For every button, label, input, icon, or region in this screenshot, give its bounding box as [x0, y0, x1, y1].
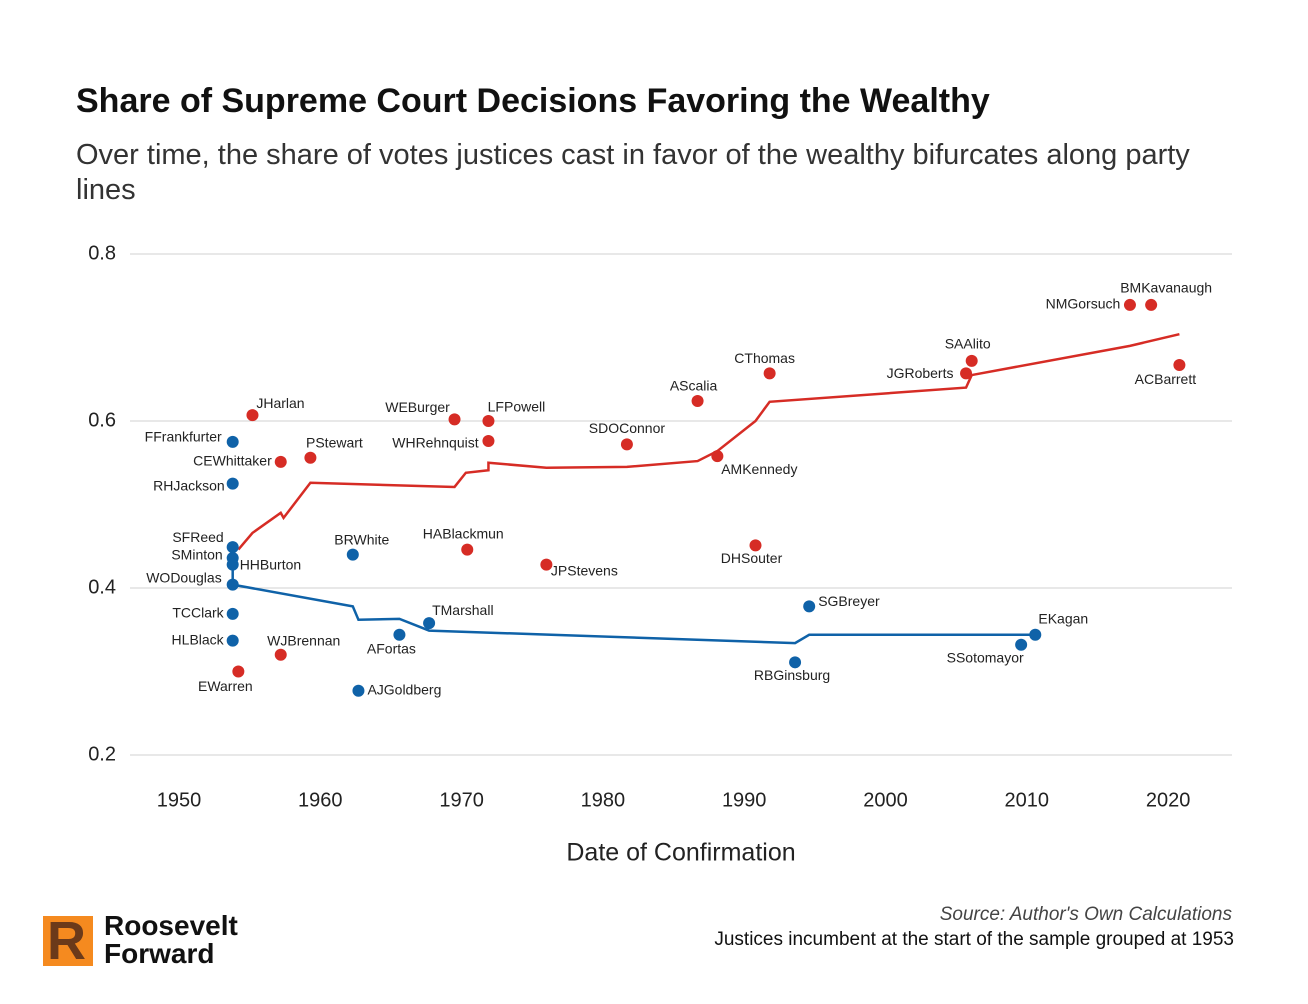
point-label: AScalia — [670, 378, 718, 394]
point-label: WHRehnquist — [392, 435, 478, 451]
data-point — [226, 435, 239, 448]
point-label: RBGinsburg — [754, 667, 830, 683]
data-point — [789, 656, 802, 669]
x-tick-label: 1950 — [157, 789, 202, 811]
data-point — [232, 665, 245, 678]
point-label: TMarshall — [432, 602, 493, 618]
data-point — [226, 634, 239, 647]
point-label: FFrankfurter — [145, 429, 222, 445]
point-label: AJGoldberg — [367, 681, 441, 697]
x-tick-label: 1960 — [298, 789, 343, 811]
brand-line-1: Roosevelt — [104, 910, 238, 941]
brand-name: Roosevelt Forward — [104, 912, 238, 968]
x-tick-label: 1980 — [581, 789, 626, 811]
point-label: TCClark — [172, 605, 224, 621]
point-label: LFPowell — [488, 399, 546, 415]
data-point — [965, 354, 978, 367]
data-point — [448, 413, 461, 426]
data-point — [274, 648, 287, 661]
point-label: CThomas — [734, 350, 795, 366]
chart-subtitle: Over time, the share of votes justices c… — [76, 139, 1190, 206]
data-point — [1123, 298, 1136, 311]
data-point — [1145, 298, 1158, 311]
y-tick-label: 0.2 — [88, 743, 116, 765]
logo-mark: R — [43, 912, 93, 970]
data-point — [711, 450, 724, 463]
data-point — [423, 617, 436, 630]
data-point — [304, 451, 317, 464]
point-label: HLBlack — [172, 631, 225, 647]
chart-title: Share of Supreme Court Decisions Favorin… — [76, 82, 990, 120]
data-point — [393, 628, 406, 641]
data-point — [346, 548, 359, 561]
data-point — [226, 578, 239, 591]
point-label: CEWhittaker — [193, 453, 272, 469]
grouping-note: Justices incumbent at the start of the s… — [714, 929, 1234, 950]
data-point — [691, 394, 704, 407]
source-note: Source: Author's Own Calculations — [939, 904, 1232, 925]
data-point — [226, 607, 239, 620]
y-tick-label: 0.4 — [88, 576, 116, 598]
data-point — [246, 409, 259, 422]
point-label: EKagan — [1038, 610, 1088, 626]
data-point — [352, 684, 365, 697]
point-label: HABlackmun — [423, 525, 504, 541]
point-label: SMinton — [171, 547, 222, 563]
republican-trend-line — [237, 332, 1180, 551]
point-label: HHBurton — [240, 556, 301, 572]
brand-line-2: Forward — [104, 938, 215, 969]
y-tick-label: 0.8 — [88, 242, 116, 264]
point-label: DHSouter — [721, 550, 783, 566]
data-point — [803, 600, 816, 613]
data-point — [1029, 628, 1042, 641]
x-tick-label: 2010 — [1005, 789, 1050, 811]
point-label: WJBrennan — [267, 633, 340, 649]
data-point — [763, 367, 776, 380]
data-point — [226, 541, 239, 554]
data-point — [226, 477, 239, 490]
data-point — [482, 435, 495, 448]
point-label: PStewart — [306, 434, 363, 450]
point-label: ACBarrett — [1135, 371, 1197, 387]
data-point — [540, 558, 553, 571]
point-label: JGRoberts — [887, 365, 954, 381]
data-point — [461, 543, 474, 556]
point-label: WEBurger — [385, 399, 450, 415]
point-label: BMKavanaugh — [1120, 280, 1212, 296]
point-label: RHJackson — [153, 477, 225, 493]
x-tick-label: 1970 — [439, 789, 484, 811]
data-point — [1015, 638, 1028, 651]
y-tick-label: 0.6 — [88, 409, 116, 431]
data-point — [274, 455, 287, 468]
point-label: JHarlan — [256, 395, 304, 411]
point-label: WODouglas — [146, 569, 221, 585]
point-label: AMKennedy — [721, 461, 797, 477]
point-label: SAAlito — [945, 336, 991, 352]
point-label: EWarren — [198, 678, 253, 694]
data-point — [482, 415, 495, 427]
data-point — [960, 367, 973, 380]
data-point — [620, 438, 633, 451]
data-point — [1173, 359, 1186, 372]
point-label: SGBreyer — [818, 593, 880, 609]
data-point — [226, 558, 239, 571]
x-tick-label: 1990 — [722, 789, 767, 811]
x-tick-label: 2000 — [863, 789, 908, 811]
democrat-trend-line — [231, 542, 1036, 645]
logo-letter: R — [47, 911, 86, 971]
point-label: SFReed — [172, 529, 223, 545]
x-axis-label: Date of Confirmation — [566, 839, 795, 867]
point-label: SSotomayor — [947, 649, 1024, 665]
point-label: JPStevens — [551, 562, 618, 578]
point-label: AFortas — [367, 640, 416, 656]
x-tick-label: 2020 — [1146, 789, 1191, 811]
point-label: NMGorsuch — [1046, 296, 1121, 312]
data-point — [749, 539, 762, 552]
point-label: BRWhite — [334, 531, 389, 547]
point-label: SDOConnor — [589, 420, 666, 436]
